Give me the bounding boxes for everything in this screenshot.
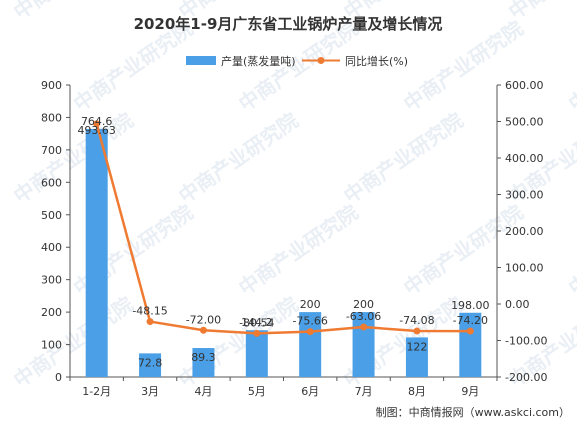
- right-axis-tick-label: 300.00: [505, 189, 544, 202]
- right-axis-tick-label: -200.00: [505, 371, 547, 384]
- bar: [299, 312, 322, 377]
- axes: 0 100 200 300 400 500 600 700 800 900 -200.00 -100.…: [41, 79, 547, 398]
- bar: [459, 312, 482, 377]
- left-axis-tick-label: 600: [41, 176, 62, 189]
- watermark-text: 中商产业研究院: [564, 16, 577, 116]
- line-value-label: -63.06: [346, 310, 381, 323]
- x-axis-tick-label: 1-2月: [82, 385, 111, 398]
- bar-value-label: 144.2: [241, 316, 273, 329]
- line-point: [93, 120, 101, 128]
- line-value-label: -75.66: [292, 315, 327, 328]
- legend-bar-swatch: [186, 56, 216, 65]
- bar-value-label: 200: [300, 298, 321, 311]
- watermark-text: 中商产业研究院: [9, 108, 137, 208]
- line-value-label: -72.00: [186, 313, 221, 326]
- bar: [192, 348, 215, 377]
- line-value-label: -74.08: [399, 314, 434, 327]
- left-axis-tick-label: 400: [41, 241, 62, 254]
- bar: [85, 128, 108, 377]
- line-series: [93, 120, 474, 337]
- line-value-label: -80.54: [239, 316, 274, 329]
- x-axis-tick-label: 3月: [141, 385, 159, 398]
- bar: [405, 337, 428, 377]
- bar-value-label: 122: [406, 340, 427, 353]
- legend-line-marker: [317, 57, 325, 64]
- data-labels: 764.6 72.8 89.3 144.2 200 200 122 198.00 493.63 -…: [77, 115, 489, 369]
- left-axis-tick-label: 800: [41, 111, 62, 124]
- source-note: 制图：中商情报网（www.askci.com）: [376, 405, 570, 419]
- growth-line: [95, 123, 471, 335]
- line-value-label: 493.63: [77, 124, 116, 137]
- bar: [139, 353, 162, 377]
- watermark-text: 中商产业研究院: [339, 108, 467, 208]
- bar-value-label: 72.8: [138, 356, 163, 369]
- watermark-text: 中商产业研究院: [399, 200, 527, 300]
- line-point: [413, 327, 421, 335]
- legend-line-label: 同比增长(%): [345, 54, 408, 68]
- x-axis-tick-label: 9月: [461, 385, 479, 398]
- line-point: [466, 327, 474, 335]
- bar-value-label: 764.6: [81, 115, 113, 128]
- line-point: [253, 329, 261, 337]
- line-point: [306, 328, 314, 336]
- left-axis-tick-label: 500: [41, 209, 62, 222]
- bar-value-label: 200: [353, 298, 374, 311]
- watermark-text: 中商产业研究院: [564, 200, 577, 300]
- left-axis-tick-label: 300: [41, 274, 62, 287]
- x-axis-tick-label: 4月: [194, 385, 212, 398]
- right-axis-tick-label: 400.00: [505, 152, 544, 165]
- right-axis-tick-label: 100.00: [505, 262, 544, 275]
- left-axis-tick-label: 100: [41, 339, 62, 352]
- watermark-text: 中商产业研究院: [234, 200, 362, 300]
- right-axis-tick-label: -100.00: [505, 335, 547, 348]
- line-value-label: -48.15: [132, 305, 167, 318]
- legend-bar-label: 产量(蒸发量吨): [221, 54, 296, 68]
- bar-value-label: 89.3: [191, 351, 216, 364]
- watermark-text: 中商产业研究院: [9, 0, 137, 24]
- line-point: [360, 323, 368, 331]
- right-axis-tick-label: 200.00: [505, 225, 544, 238]
- right-axis-tick-label: 0.00: [505, 298, 530, 311]
- x-axis-tick-label: 6月: [301, 385, 319, 398]
- left-axis-tick-label: 900: [41, 79, 62, 92]
- left-axis-tick-label: 700: [41, 144, 62, 157]
- bar-value-label: 198.00: [451, 299, 490, 312]
- watermark-text: 中商产业研究院: [174, 108, 302, 208]
- line-value-label: -74.20: [453, 314, 488, 327]
- left-axis-tick-label: 200: [41, 306, 62, 319]
- left-axis-tick-label: 0: [55, 371, 62, 384]
- line-point: [146, 318, 154, 326]
- right-axis-tick-label: 600.00: [505, 79, 544, 92]
- right-axis-tick-label: 500.00: [505, 116, 544, 129]
- x-axis-tick-label: 8月: [408, 385, 426, 398]
- legend: 产量(蒸发量吨) 同比增长(%): [186, 54, 408, 68]
- bar: [245, 330, 268, 377]
- chart-title: 2020年1-9月广东省工业锅炉产量及增长情况: [134, 15, 443, 33]
- x-axis-tick-label: 7月: [355, 385, 373, 398]
- x-axis-tick-label: 5月: [248, 385, 266, 398]
- line-point: [199, 326, 207, 334]
